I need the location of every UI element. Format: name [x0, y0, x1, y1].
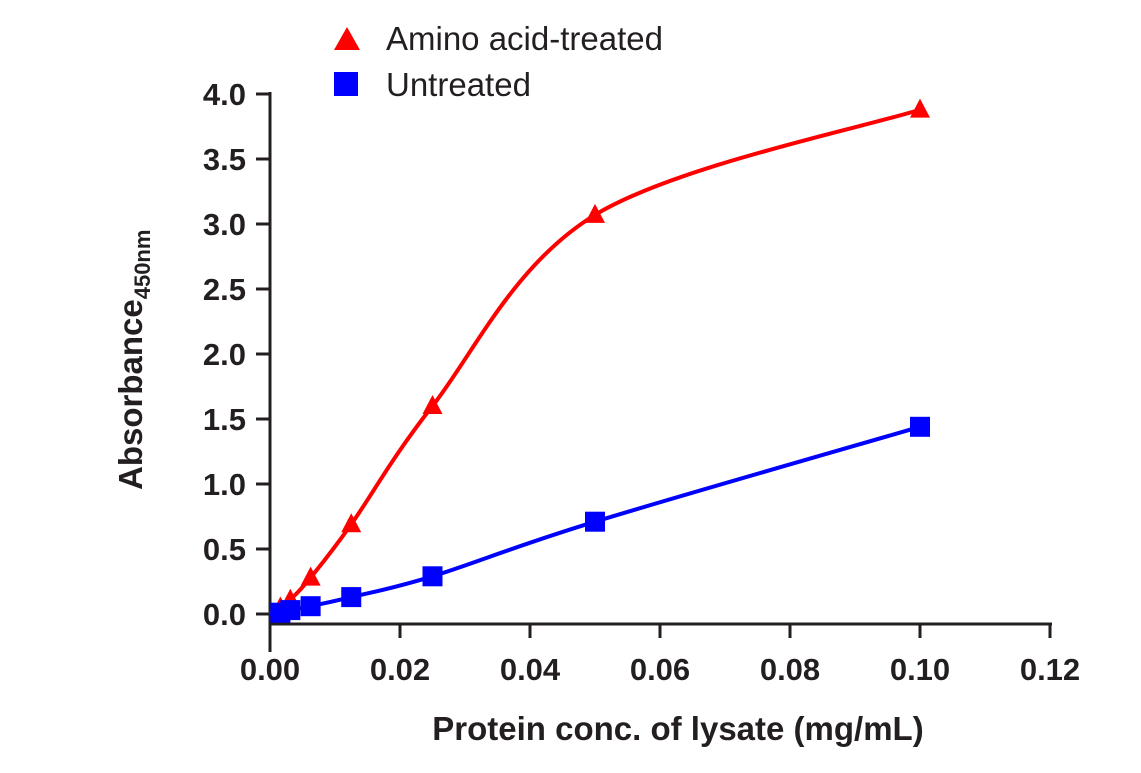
- y-tick-label: 4.0: [203, 77, 246, 112]
- x-tick-label: 0.00: [240, 652, 300, 687]
- y-tick-label: 3.0: [203, 207, 246, 242]
- data-point-untreated: [341, 587, 362, 608]
- x-tick-label: 0.02: [370, 652, 430, 687]
- legend-label-untreated: Untreated: [386, 66, 531, 103]
- x-axis-label: Protein conc. of lysate (mg/mL): [432, 710, 923, 747]
- y-tick-label: 2.5: [203, 272, 246, 307]
- x-tick-label: 0.08: [760, 652, 820, 687]
- x-tick-label: 0.04: [500, 652, 561, 687]
- series-line-amino-acid-treated: [268, 107, 921, 616]
- y-tick-label: 2.0: [203, 337, 246, 372]
- y-axis-label-subscript: 450nm: [130, 230, 155, 300]
- legend-label-amino-acid-treated: Amino acid-treated: [386, 20, 663, 57]
- data-point-amino-acid-treated: [910, 98, 930, 118]
- y-tick-label: 1.0: [203, 467, 246, 502]
- legend-triangle-icon: [334, 27, 360, 50]
- data-point-untreated: [910, 416, 930, 437]
- data-point-untreated: [585, 511, 605, 532]
- y-tick-label: 0.0: [203, 597, 246, 632]
- y-tick-label: 3.5: [203, 142, 246, 177]
- x-tick-label: 0.10: [890, 652, 950, 687]
- data-point-untreated: [422, 566, 443, 587]
- y-axis-label: Absorbance450nm: [112, 230, 155, 490]
- legend-square-icon: [334, 72, 358, 96]
- data-point-untreated: [300, 596, 321, 617]
- data-point-untreated: [280, 600, 301, 621]
- data-point-amino-acid-treated: [585, 203, 605, 223]
- legend: Amino acid-treated Untreated: [334, 20, 663, 103]
- x-tick-label: 0.12: [1020, 652, 1080, 687]
- data-point-amino-acid-treated: [300, 566, 321, 586]
- data-point-amino-acid-treated: [341, 513, 362, 533]
- y-tick-label: 0.5: [203, 532, 246, 567]
- data-point-amino-acid-treated: [422, 395, 443, 414]
- x-tick-label: 0.06: [630, 652, 690, 687]
- y-tick-label: 1.5: [203, 402, 246, 437]
